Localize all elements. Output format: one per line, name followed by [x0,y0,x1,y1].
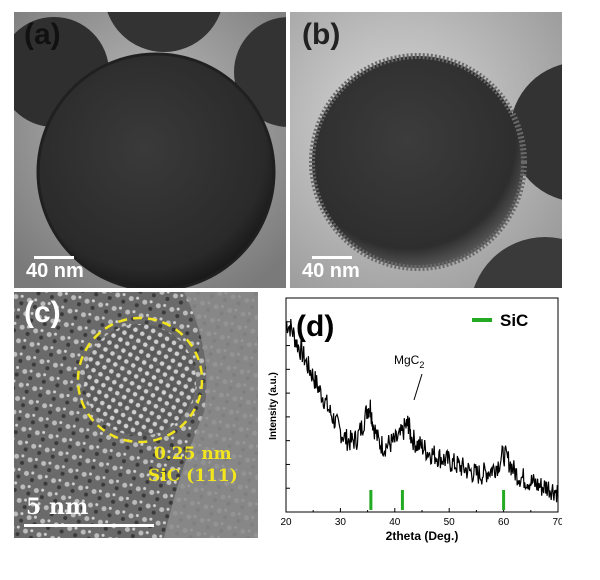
panel-label-c: (c) [24,296,61,329]
scale-bar-a [34,256,74,259]
x-tick-label-60: 60 [498,517,510,528]
tem-micrograph-b [290,12,562,288]
hrtem-image-c: (c) 0.25 nm SiC (111) 5 nm [14,292,258,538]
mgc2-annotation: MgC2 [394,353,424,370]
x-tick-label-70: 70 [552,517,562,528]
xrd-chart-d: 20 30 40 50 60 70 SiC (d) MgC2 2theta (Deg.) … [262,292,562,548]
legend-label: SiC [500,311,528,330]
mgc2-arrow [413,373,423,401]
y-axis-label: Intensity (a.u.) [268,372,279,440]
x-tick-label-20: 20 [280,517,292,528]
x-axis-label: 2theta (Deg.) [386,529,459,543]
scale-bar-b [312,256,352,259]
panel-label-a: (a) [24,18,61,51]
x-tick-label-50: 50 [444,517,456,528]
d-spacing-label: 0.25 nm [154,444,232,464]
panel-label-b: (b) [302,18,341,51]
xrd-series-line [285,318,559,503]
scale-label-c: 5 nm [26,494,89,520]
scale-label-a: 40 nm [26,260,84,282]
crystal-plane-label: SiC (111) [148,466,238,486]
tem-image-b: (b) 40 nm [290,12,562,288]
panel-label-d: (d) [296,310,334,343]
hrtem-micrograph-c [14,292,258,538]
tem-image-a: (a) 40 nm [14,12,286,288]
xrd-chart-svg: 20 30 40 50 60 70 SiC (d) MgC2 2theta (Deg.) … [268,297,562,543]
tem-micrograph-a [14,12,286,288]
x-tick-label-30: 30 [335,517,347,528]
x-tick-label-40: 40 [389,517,401,528]
scale-label-b: 40 nm [302,260,360,282]
